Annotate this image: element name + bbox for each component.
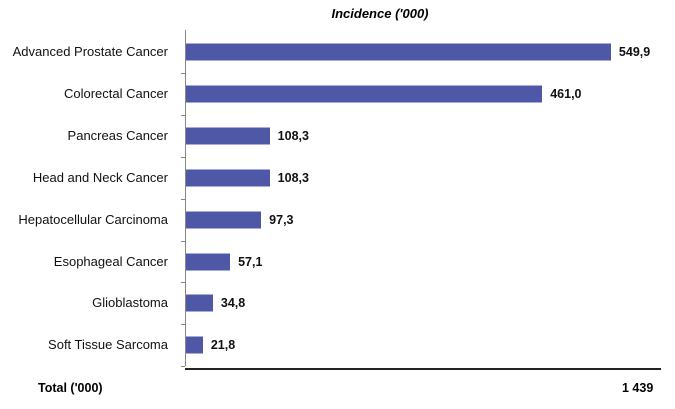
axis-tick: [181, 240, 185, 242]
category-label: Head and Neck Cancer: [32, 169, 168, 185]
bar: [186, 127, 270, 145]
axis-tick: [181, 324, 185, 326]
total-separator: [185, 368, 661, 370]
data-label: 108,3: [277, 170, 309, 185]
bar: [186, 294, 213, 312]
category-label: Esophageal Cancer: [53, 253, 168, 269]
category-label: Colorectal Cancer: [63, 85, 168, 101]
axis-tick: [181, 72, 185, 74]
category-label: Advanced Prostate Cancer: [12, 44, 168, 59]
data-label: 21,8: [210, 338, 236, 353]
axis-tick: [181, 366, 185, 368]
axis-tick: [181, 156, 185, 158]
bar: [186, 336, 203, 354]
axis-tick: [181, 114, 185, 116]
chart-title: Incidence ('000): [331, 6, 429, 21]
category-label: Hepatocellular Carcinoma: [18, 211, 168, 227]
bar: [186, 211, 262, 229]
category-label: Soft Tissue Sarcoma: [48, 337, 168, 353]
total-value: 1 439: [622, 381, 654, 395]
bar: [186, 253, 231, 270]
data-label: 57,1: [238, 254, 263, 269]
data-label: 549,9: [618, 45, 651, 59]
data-label: 108,3: [277, 128, 309, 143]
bar: [186, 85, 543, 103]
data-label: 97,3: [269, 212, 294, 227]
category-label: Glioblastoma: [92, 295, 168, 311]
category-axis: [185, 30, 186, 366]
total-label: Total ('000): [38, 381, 103, 395]
category-label: Pancreas Cancer: [67, 127, 168, 143]
axis-tick: [181, 198, 185, 200]
bar: [186, 169, 270, 187]
data-label: 34,8: [220, 296, 246, 311]
axis-tick: [181, 282, 185, 284]
data-label: 461,0: [550, 86, 582, 101]
bar: [186, 43, 611, 61]
